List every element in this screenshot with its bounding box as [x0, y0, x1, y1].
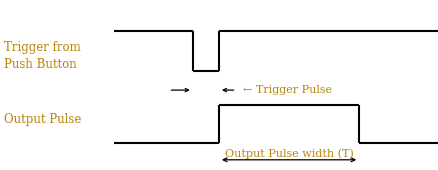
Text: Trigger from
Push Button: Trigger from Push Button	[4, 41, 81, 71]
Text: Output Pulse: Output Pulse	[4, 113, 82, 125]
Text: Output Pulse width (T): Output Pulse width (T)	[225, 148, 353, 159]
Text: ← Trigger Pulse: ← Trigger Pulse	[243, 85, 332, 95]
